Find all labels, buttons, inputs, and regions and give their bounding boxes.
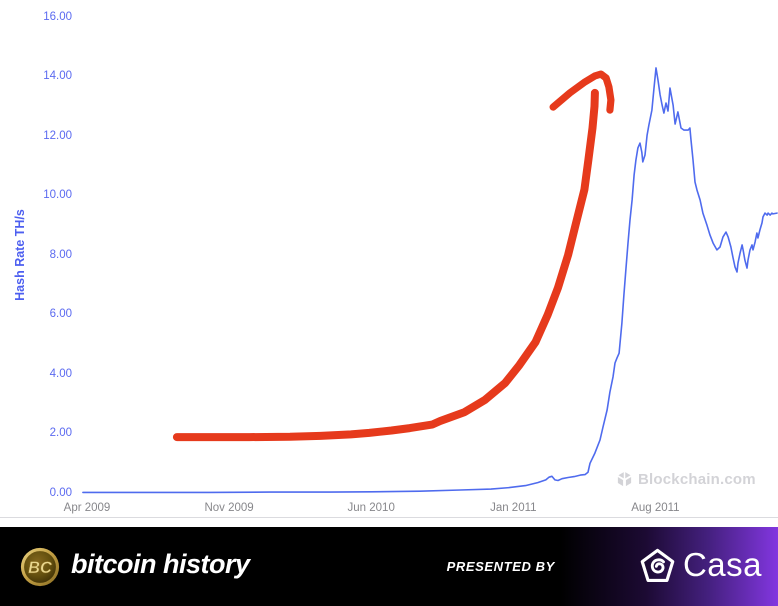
blockchain-cube-icon bbox=[617, 472, 632, 487]
x-tick-label: Jun 2010 bbox=[347, 502, 395, 514]
brand-title: bitcoin history bbox=[71, 549, 250, 579]
y-tick-label: 10.00 bbox=[43, 189, 72, 201]
presented-by-label: PRESENTED BY bbox=[446, 559, 555, 574]
coin-bc-text: BC bbox=[28, 558, 52, 576]
y-tick-label: 12.00 bbox=[43, 129, 72, 142]
casa-pentagon-icon bbox=[640, 548, 675, 582]
annotation-arrow-shaft bbox=[172, 88, 599, 442]
hashrate-chart: Hash Rate TH/s 0.00 2.00 4.00 6.00 8.00 10.00… bbox=[0, 10, 778, 518]
blockchain-watermark: Blockchain.com bbox=[616, 471, 756, 488]
footer-separator-line bbox=[0, 517, 778, 518]
brand-lockup: BC bitcoin history bbox=[20, 547, 250, 587]
plot-canvas bbox=[82, 67, 778, 494]
annotation-arrow-head bbox=[549, 70, 615, 114]
casa-wordmark: Casa bbox=[682, 545, 762, 583]
watermark-text: Blockchain.com bbox=[638, 471, 756, 488]
y-tick-label: 0.00 bbox=[49, 486, 72, 499]
y-tick-label: 6.00 bbox=[49, 308, 72, 320]
sponsor-lockup: PRESENTED BY Casa bbox=[446, 545, 762, 587]
y-tick-label: 14.00 bbox=[43, 70, 72, 82]
x-tick-label: Nov 2009 bbox=[204, 502, 254, 514]
casa-logo: Casa bbox=[639, 545, 762, 587]
y-tick-label: 8.00 bbox=[49, 248, 72, 261]
footer-banner: BC bitcoin history PRESENTED BY Casa bbox=[0, 527, 778, 606]
x-tick-label: Apr 2009 bbox=[63, 502, 111, 514]
y-tick-label: 16.00 bbox=[43, 10, 72, 23]
x-tick-label: Jan 2011 bbox=[490, 502, 537, 514]
x-tick-label: Aug 2011 bbox=[631, 502, 680, 514]
y-tick-label: 4.00 bbox=[49, 367, 72, 380]
y-tick-label: 2.00 bbox=[49, 427, 72, 439]
bc-coin-logo: BC bbox=[20, 547, 60, 586]
hashrate-line-series bbox=[82, 67, 778, 494]
